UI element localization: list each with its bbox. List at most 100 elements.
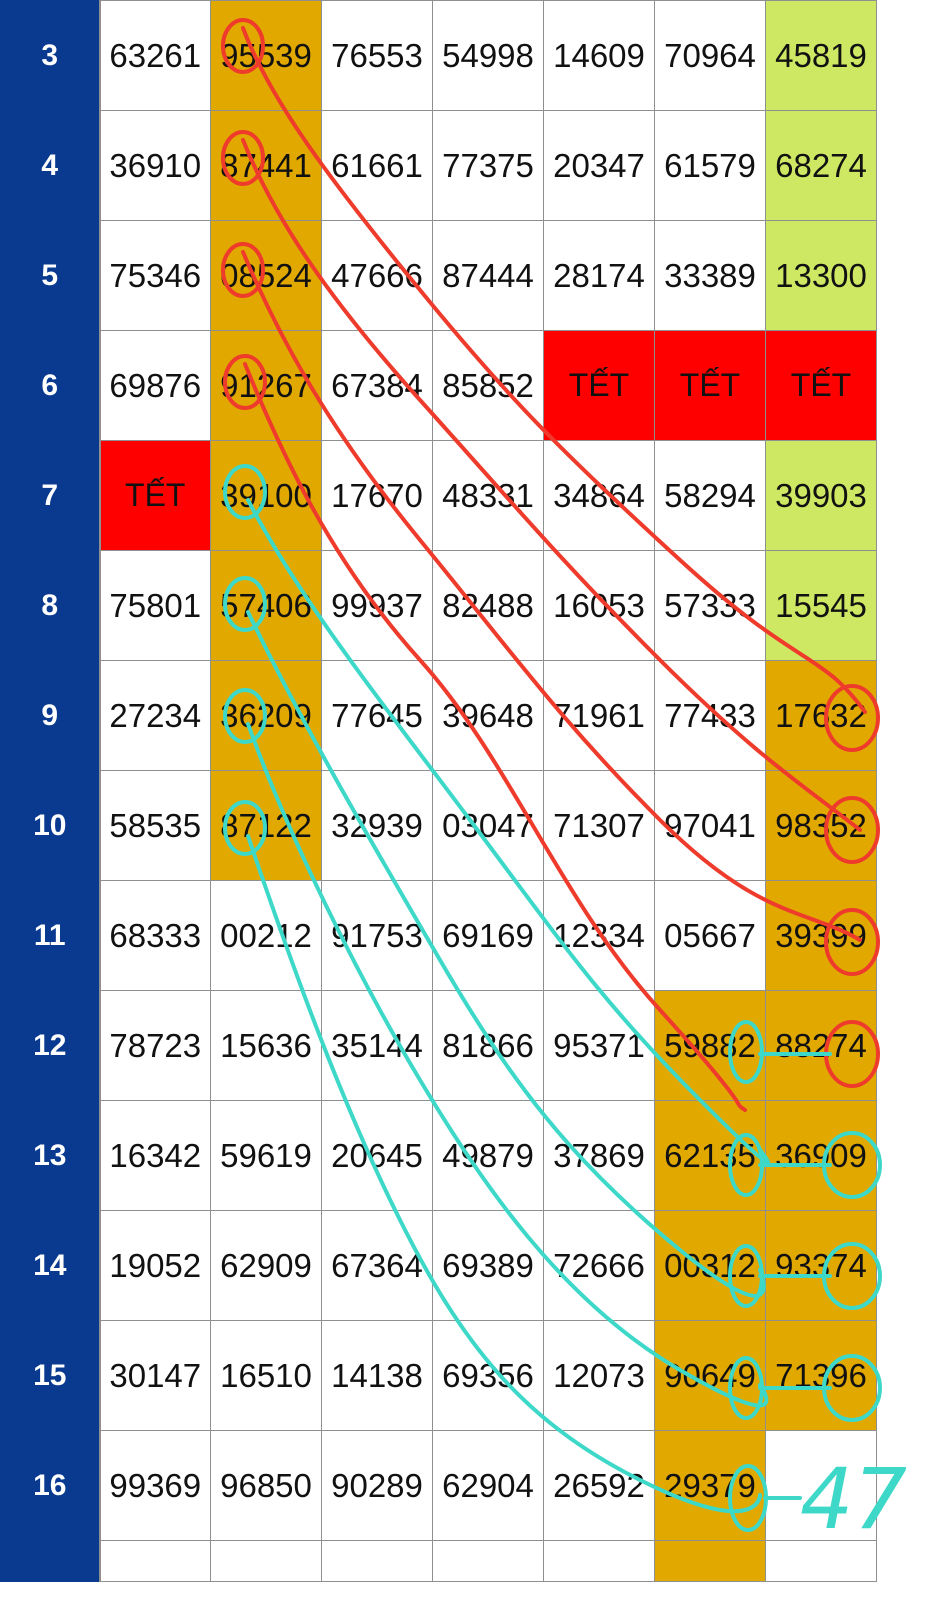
number-cell <box>543 1540 655 1582</box>
table-row-partial <box>0 1540 877 1582</box>
number-cell: 12334 <box>543 880 655 991</box>
tet-holiday-cell: TẾT <box>654 330 766 441</box>
number-cell: 39903 <box>765 440 877 551</box>
table-row: 6 69876 91267 67384 85852 TẾT TẾT TẾT <box>0 330 877 441</box>
number-cell: 36910 <box>99 110 211 221</box>
row-label: 12 <box>0 990 101 1101</box>
number-cell: 16510 <box>210 1320 322 1431</box>
table-row: 15 30147 16510 14138 69356 12073 90649 71396 <box>0 1320 877 1431</box>
number-cell: 71307 <box>543 770 655 881</box>
number-cell: 82488 <box>432 550 544 661</box>
number-cell: 77433 <box>654 660 766 771</box>
number-cell: 05667 <box>654 880 766 991</box>
row-label <box>0 1540 101 1582</box>
number-cell: 62909 <box>210 1210 322 1321</box>
number-cell: 20347 <box>543 110 655 221</box>
number-cell: 34864 <box>543 440 655 551</box>
number-cell: 69356 <box>432 1320 544 1431</box>
number-cell: 91267 <box>210 330 322 441</box>
table-row: 13 16342 59619 20645 49879 37869 62135 36909 <box>0 1100 877 1211</box>
number-cell <box>432 1540 544 1582</box>
number-cell: 32939 <box>321 770 433 881</box>
row-label: 10 <box>0 770 101 881</box>
number-cell: 87444 <box>432 220 544 331</box>
number-cell: 08524 <box>210 220 322 331</box>
number-cell: 59882 <box>654 990 766 1101</box>
number-cell: 39648 <box>432 660 544 771</box>
number-cell: 13300 <box>765 220 877 331</box>
number-cell: 70964 <box>654 0 766 111</box>
number-cell: 93374 <box>765 1210 877 1321</box>
tet-holiday-cell: TẾT <box>765 330 877 441</box>
table-row: 8 75801 57406 99937 82488 16053 57333 15545 <box>0 550 877 661</box>
row-label: 9 <box>0 660 101 771</box>
number-cell: 17670 <box>321 440 433 551</box>
number-cell: 71961 <box>543 660 655 771</box>
number-cell: 14609 <box>543 0 655 111</box>
number-cell: 96850 <box>210 1430 322 1541</box>
number-cell: 90649 <box>654 1320 766 1431</box>
row-label: 8 <box>0 550 101 661</box>
number-cell: 12073 <box>543 1320 655 1431</box>
number-cell: 75346 <box>99 220 211 331</box>
number-cell <box>99 1540 211 1582</box>
table-row: 12 78723 15636 35144 81866 95371 59882 88274 <box>0 990 877 1101</box>
table-row: 14 19052 62909 67364 69389 72666 00312 93374 <box>0 1210 877 1321</box>
number-cell: 77645 <box>321 660 433 771</box>
number-cell: 16053 <box>543 550 655 661</box>
number-cell: 67384 <box>321 330 433 441</box>
number-cell: 54998 <box>432 0 544 111</box>
number-cell: 95371 <box>543 990 655 1101</box>
number-cell: 87122 <box>210 770 322 881</box>
row-label: 14 <box>0 1210 101 1321</box>
row-label: 15 <box>0 1320 101 1431</box>
number-cell: 37869 <box>543 1100 655 1211</box>
number-cell: 62904 <box>432 1430 544 1541</box>
number-cell: 57333 <box>654 550 766 661</box>
table-row: 3 63261 95539 76553 54998 14609 70964 45819 <box>0 0 877 111</box>
table-row: 16 99369 96850 90289 62904 26592 29379 <box>0 1430 877 1541</box>
number-cell: 97041 <box>654 770 766 881</box>
number-cell: 69389 <box>432 1210 544 1321</box>
number-cell: 81866 <box>432 990 544 1101</box>
row-label: 3 <box>0 0 101 111</box>
number-cell: 36209 <box>210 660 322 771</box>
number-cell: 69169 <box>432 880 544 991</box>
number-cell: 71396 <box>765 1320 877 1431</box>
number-cell: 33389 <box>654 220 766 331</box>
number-cell: 58294 <box>654 440 766 551</box>
number-cell: 15545 <box>765 550 877 661</box>
table-row: 4 36910 87441 61661 77375 20347 61579 68274 <box>0 110 877 221</box>
number-cell: 88274 <box>765 990 877 1101</box>
number-cell: 87441 <box>210 110 322 221</box>
number-cell: 03047 <box>432 770 544 881</box>
number-cell: 68274 <box>765 110 877 221</box>
row-label: 4 <box>0 110 101 221</box>
number-cell: 99369 <box>99 1430 211 1541</box>
number-cell: 35144 <box>321 990 433 1101</box>
number-cell: 95539 <box>210 0 322 111</box>
number-cell: 28174 <box>543 220 655 331</box>
number-cell: 98352 <box>765 770 877 881</box>
lottery-results-table: 3 63261 95539 76553 54998 14609 70964 45819 4 369… <box>0 0 877 1582</box>
number-cell: 78723 <box>99 990 211 1101</box>
number-cell: 39399 <box>765 880 877 991</box>
table-row: 10 58535 87122 32939 03047 71307 97041 98352 <box>0 770 877 881</box>
table-row: 7 TẾT 39100 17670 48331 34864 58294 39903 <box>0 440 877 551</box>
row-label: 11 <box>0 880 101 991</box>
number-cell: 39100 <box>210 440 322 551</box>
number-cell: 77375 <box>432 110 544 221</box>
number-cell: 91753 <box>321 880 433 991</box>
number-cell: 47666 <box>321 220 433 331</box>
number-cell: 75801 <box>99 550 211 661</box>
number-cell: 19052 <box>99 1210 211 1321</box>
table-row: 11 68333 00212 91753 69169 12334 05667 39399 <box>0 880 877 991</box>
number-cell: 62135 <box>654 1100 766 1211</box>
number-cell: 76553 <box>321 0 433 111</box>
number-cell: 17632 <box>765 660 877 771</box>
number-cell: 27234 <box>99 660 211 771</box>
row-label: 16 <box>0 1430 101 1541</box>
number-cell: 99937 <box>321 550 433 661</box>
number-cell: 58535 <box>99 770 211 881</box>
number-cell: 68333 <box>99 880 211 991</box>
